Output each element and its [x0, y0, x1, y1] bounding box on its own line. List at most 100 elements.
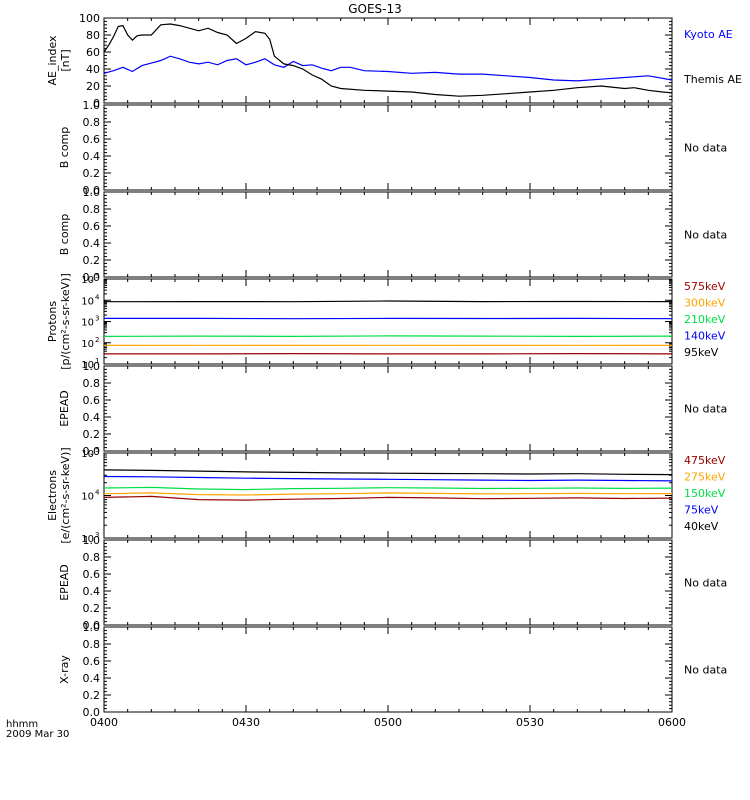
y-tick-label: 0.6 — [83, 568, 101, 581]
y-tick-label: 0.8 — [83, 116, 101, 129]
y-tick-exponent: 5 — [95, 272, 99, 280]
time-axis-label-date: 2009 Mar 30 — [6, 729, 69, 740]
y-tick-label: 0.8 — [83, 377, 101, 390]
y-tick-label: 80 — [86, 29, 100, 42]
y-tick-exponent: 2 — [95, 336, 99, 344]
y-tick-label: 0.0 — [83, 445, 101, 458]
y-tick-label: 0.2 — [83, 167, 101, 180]
y-axis-label-line1: Electrons — [46, 470, 59, 521]
y-tick-label: 0.6 — [83, 220, 101, 233]
panel-epead1: 0.0 0.2 0.4 0.6 0.8 1.0 EPEAD No data — [58, 360, 727, 458]
y-tick-label: 1.0 — [83, 186, 101, 199]
panel-frame — [103, 365, 673, 452]
y-tick-label: 0.6 — [83, 655, 101, 668]
legend-entry: 275keV — [684, 471, 726, 484]
y-axis-label-line1: Protons — [46, 301, 59, 342]
no-data-label: No data — [684, 403, 727, 416]
x-tick-label: 0530 — [516, 716, 544, 729]
series-line-75kev — [103, 475, 673, 482]
y-tick-label: 10 — [81, 449, 94, 460]
y-tick-label: 20 — [86, 80, 100, 93]
y-tick-label: 1.0 — [83, 360, 101, 373]
y-tick-label: 10 — [81, 360, 94, 371]
y-axis-label: B comp — [58, 214, 71, 256]
legend-entry: 210keV — [684, 313, 726, 326]
y-axis-label: B comp — [58, 127, 71, 169]
y-tick-label: 0.8 — [83, 203, 101, 216]
y-tick-exponent: 3 — [95, 315, 99, 323]
y-tick-exponent: 5 — [95, 446, 99, 454]
panel-xray: 0.0 0.2 0.4 0.6 0.8 1.0 X-ray No data — [58, 621, 727, 719]
y-tick-label: 100 — [79, 12, 100, 25]
y-tick-label: 10 — [81, 492, 94, 503]
y-tick-exponent: 3 — [95, 531, 99, 539]
y-tick-label: 1.0 — [83, 621, 101, 634]
y-tick-label: 40 — [86, 63, 100, 76]
panel-ae: 0 20 40 60 80 100 AE_index [nT] Kyoto AE Themis A… — [46, 12, 742, 110]
y-tick-label: 0.4 — [83, 585, 101, 598]
x-tick-label: 0600 — [658, 716, 686, 729]
time-axis: 0400 0430 0500 0530 0600 — [90, 716, 686, 729]
panel-frame — [103, 191, 673, 278]
legend-entry: 140keV — [684, 330, 726, 343]
panel-bcomp2: 0.0 0.2 0.4 0.6 0.8 1.0 B comp No data — [58, 186, 727, 284]
no-data-label: No data — [684, 664, 727, 677]
panel-frame — [103, 104, 673, 191]
panel-frame — [103, 626, 673, 713]
legend-entry: 575keV — [684, 280, 726, 293]
y-tick-exponent: 4 — [95, 489, 100, 497]
y-tick-label: 0.2 — [83, 689, 101, 702]
no-data-label: No data — [684, 229, 727, 242]
y-tick-label: 0.2 — [83, 602, 101, 615]
panel-frame — [103, 539, 673, 626]
series-line-kyoto-ae — [103, 55, 673, 82]
y-tick-label: 10 — [81, 296, 94, 307]
series-line-150kev — [103, 486, 673, 491]
y-tick-exponent: 1 — [95, 357, 99, 365]
series-line-210kev — [103, 335, 673, 337]
y-tick-label: 0.6 — [83, 394, 101, 407]
y-tick-label: 0.4 — [83, 672, 101, 685]
y-tick-label: 0.4 — [83, 150, 101, 163]
panel-frame — [103, 17, 673, 104]
y-tick-label: 0.0 — [83, 184, 101, 197]
y-tick-label: 0.8 — [83, 638, 101, 651]
panel-bcomp1: 0.0 0.2 0.4 0.6 0.8 1.0 B comp No data — [58, 99, 727, 197]
y-tick-label: 10 — [81, 534, 94, 545]
series-line-475kev — [103, 495, 673, 501]
y-tick-label: 0.2 — [83, 254, 101, 267]
y-tick-label: 0.0 — [83, 619, 101, 632]
time-axis-label-hhmm: hhmm — [6, 719, 38, 730]
legend-entry: Themis AE — [683, 73, 742, 86]
y-axis-label: EPEAD — [58, 390, 71, 427]
y-tick-label: 0.0 — [83, 706, 101, 719]
legend-entry: 150keV — [684, 487, 726, 500]
y-axis-label-line1: AE_index — [46, 35, 59, 86]
y-tick-label: 0.6 — [83, 133, 101, 146]
y-tick-label: 60 — [86, 46, 100, 59]
legend-entry: 75keV — [684, 504, 719, 517]
legend-entry: 40keV — [684, 520, 719, 533]
series-line-95kev — [103, 300, 673, 303]
y-tick-label: 0.4 — [83, 237, 101, 250]
no-data-label: No data — [684, 577, 727, 590]
y-axis-label: X-ray — [58, 655, 71, 684]
legend-entry: 300keV — [684, 297, 726, 310]
y-tick-label: 1.0 — [83, 534, 101, 547]
plot-title: GOES-13 — [348, 2, 402, 16]
panel-stack: 0 20 40 60 80 100 AE_index [nT] Kyoto AE Themis A… — [46, 12, 742, 729]
y-tick-label: 0.4 — [83, 411, 101, 424]
panel-frame — [103, 452, 673, 539]
y-axis-label: EPEAD — [58, 564, 71, 601]
y-axis-label-line2: [e/(cm²-s-sr-keV)] — [59, 447, 72, 543]
y-tick-label: 10 — [81, 318, 94, 329]
y-tick-label: 0.8 — [83, 551, 101, 564]
panel-frame — [103, 278, 673, 365]
y-axis-label-line2: [p/(cm²-s-sr-keV)] — [59, 273, 72, 370]
y-tick-label: 1.0 — [83, 99, 101, 112]
y-tick-label: 0.2 — [83, 428, 101, 441]
series-line-40kev — [103, 469, 673, 476]
legend-entry: 475keV — [684, 454, 726, 467]
